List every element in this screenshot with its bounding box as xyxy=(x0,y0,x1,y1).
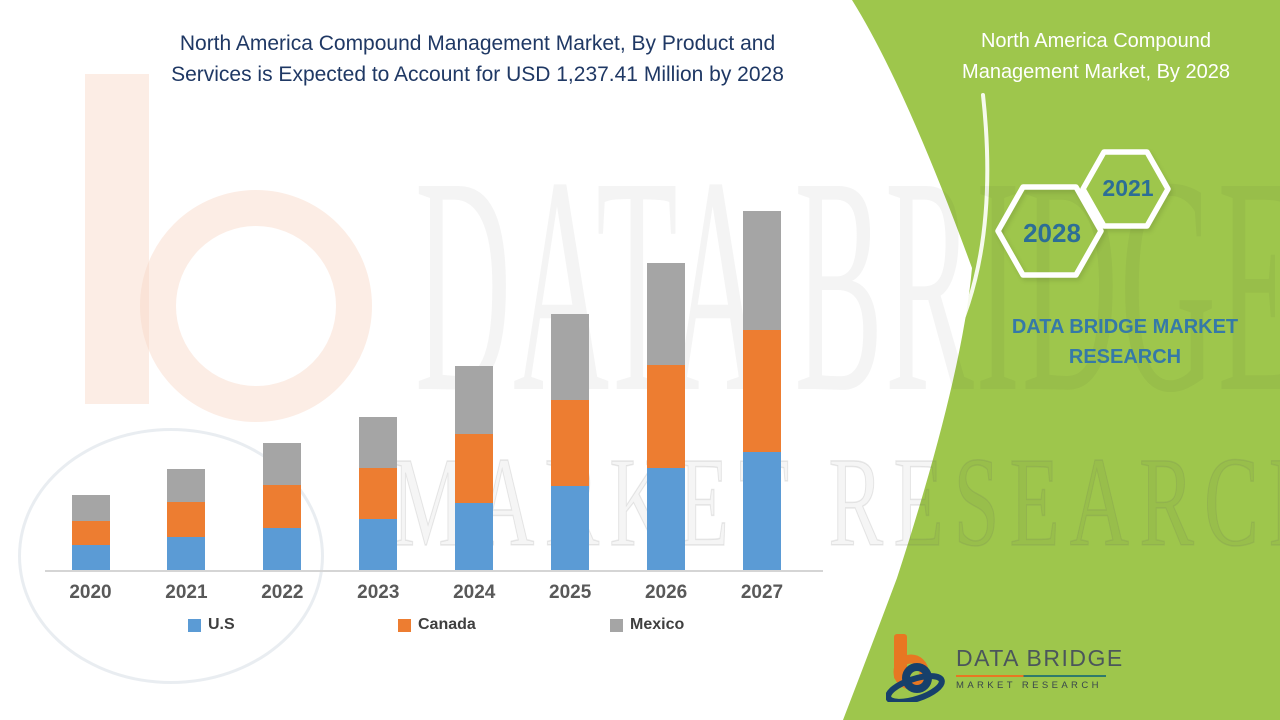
footer-logo-subtitle: MARKET RESEARCH xyxy=(956,680,1102,691)
footer-logo-divider xyxy=(956,675,1106,677)
x-axis-label-2025: 2025 xyxy=(549,582,592,603)
side-panel-title: North America Compound Management Market… xyxy=(962,30,1230,83)
bar-segment-mexico xyxy=(359,417,398,468)
bar-segment-us xyxy=(743,452,781,570)
chart-title-line1: North America Compound Management Market… xyxy=(179,32,776,55)
bar-segment-mexico xyxy=(71,495,110,521)
bar-2027 xyxy=(743,211,781,570)
bar-2024 xyxy=(455,366,494,570)
bar-2021 xyxy=(167,469,206,570)
bar-2026 xyxy=(647,263,686,570)
bar-segment-us xyxy=(647,468,686,570)
bar-segment-canada xyxy=(263,485,302,528)
legend-item-us: U.S xyxy=(188,616,235,634)
legend-item-canada: Canada xyxy=(398,616,476,634)
bar-segment-canada xyxy=(71,521,110,545)
legend-swatch xyxy=(610,618,623,632)
hexagon-large-label: 2028 xyxy=(1023,218,1081,248)
bar-segment-us xyxy=(455,503,494,570)
bar-segment-canada xyxy=(743,330,781,452)
bar-2020 xyxy=(71,495,110,570)
x-axis-label-2027: 2027 xyxy=(740,582,784,603)
footer-logo-title: DATA BRIDGE xyxy=(956,645,1124,671)
bar-segment-canada xyxy=(551,400,590,486)
x-axis-label-2026: 2026 xyxy=(644,582,688,603)
footer-logo-text: DATA BRIDGE MARKET RESEARCH xyxy=(956,645,1124,691)
hexagon-small xyxy=(1080,149,1171,229)
chart-title-line2: Services is Expected to Account for USD … xyxy=(171,63,784,86)
hexagon-large xyxy=(995,184,1104,278)
legend-swatch xyxy=(188,618,201,632)
bar-segment-mexico xyxy=(743,211,781,330)
bar-2022 xyxy=(263,443,302,570)
bar-segment-canada xyxy=(167,502,206,537)
x-axis-labels: 2020 2021 2022 2023 2024 2025 2026 2027 xyxy=(45,582,823,608)
bar-segment-us xyxy=(263,528,302,570)
x-axis-label-2022: 2022 xyxy=(261,582,304,603)
bar-segment-mexico xyxy=(647,263,686,365)
bar-2023 xyxy=(359,417,398,570)
hexagon-small-label: 2021 xyxy=(1102,175,1154,201)
bar-segment-us xyxy=(167,537,206,570)
bar-segment-us xyxy=(551,486,590,570)
legend-label: Canada xyxy=(418,616,476,633)
chart-plot xyxy=(45,185,823,572)
legend-label: Mexico xyxy=(630,616,685,633)
footer-logo: DATA BRIDGE MARKET RESEARCH xyxy=(886,634,1124,702)
bar-segment-canada xyxy=(647,365,686,468)
bar-2025 xyxy=(551,314,590,570)
legend-item-mexico: Mexico xyxy=(610,616,684,634)
x-axis-label-2020: 2020 xyxy=(69,582,112,603)
data-bridge-logo-icon xyxy=(886,634,945,702)
chart-title: North America Compound Management Market… xyxy=(55,28,900,90)
bar-segment-canada xyxy=(359,468,398,519)
side-panel-brand-text: DATA BRIDGE MARKET RESEARCH xyxy=(1011,316,1239,368)
bar-segment-mexico xyxy=(167,469,206,502)
bar-segment-mexico xyxy=(551,314,590,400)
legend-swatch xyxy=(398,618,411,632)
bar-segment-mexico xyxy=(455,366,494,434)
bar-segment-us xyxy=(71,545,110,570)
bar-segment-canada xyxy=(455,434,494,503)
x-axis-label-2024: 2024 xyxy=(453,582,496,603)
legend-label: U.S xyxy=(208,616,235,633)
bar-segment-mexico xyxy=(263,443,302,485)
x-axis-label-2021: 2021 xyxy=(165,582,208,603)
chart-legend: U.S Canada Mexico xyxy=(45,616,823,640)
bar-segment-us xyxy=(359,519,398,570)
x-axis-label-2023: 2023 xyxy=(357,582,400,603)
